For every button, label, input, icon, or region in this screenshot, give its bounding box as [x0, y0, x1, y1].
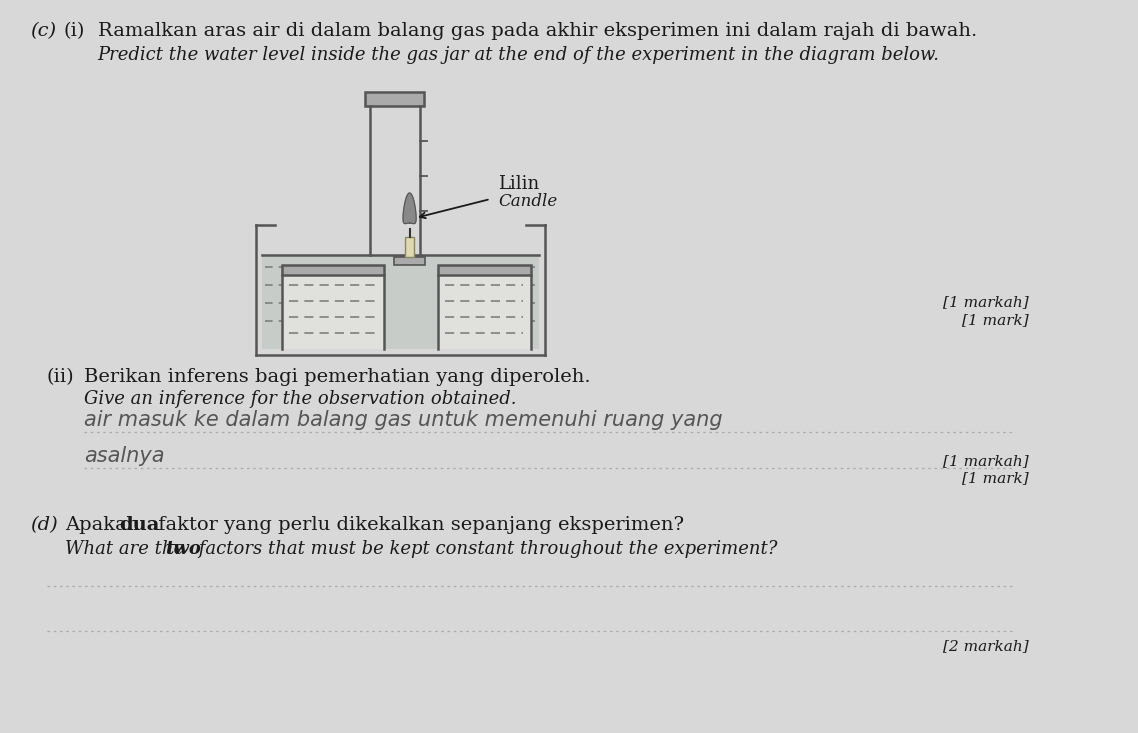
Text: [1 markah]: [1 markah]	[943, 295, 1029, 309]
Text: dua: dua	[119, 516, 159, 534]
Text: Ramalkan aras air di dalam balang gas pada akhir eksperimen ini dalam rajah di b: Ramalkan aras air di dalam balang gas pa…	[98, 22, 978, 40]
Bar	[262, 255, 539, 349]
Bar	[282, 265, 385, 349]
Text: Lilin: Lilin	[498, 175, 539, 193]
Text: Predict the water level inside the gas jar at the end of the experiment in the d: Predict the water level inside the gas j…	[98, 46, 940, 64]
Text: asalnya: asalnya	[84, 446, 164, 466]
Text: [1 mark]: [1 mark]	[962, 313, 1029, 327]
Bar	[437, 265, 530, 349]
Text: Candle: Candle	[498, 193, 558, 210]
Bar	[365, 92, 424, 106]
Bar	[437, 265, 530, 275]
Text: [2 markah]: [2 markah]	[943, 639, 1029, 653]
Text: (d): (d)	[30, 516, 58, 534]
Text: Apakah: Apakah	[65, 516, 146, 534]
Text: factors that must be kept constant throughout the experiment?: factors that must be kept constant throu…	[192, 540, 777, 558]
Text: (ii): (ii)	[47, 368, 74, 386]
Text: What are the: What are the	[65, 540, 190, 558]
Text: (i): (i)	[64, 22, 84, 40]
Text: Give an inference for the observation obtained.: Give an inference for the observation ob…	[84, 390, 517, 408]
Polygon shape	[403, 193, 417, 224]
Bar	[394, 257, 426, 265]
Bar	[282, 265, 385, 275]
Text: Berikan inferens bagi pemerhatian yang diperoleh.: Berikan inferens bagi pemerhatian yang d…	[84, 368, 591, 386]
Text: air masuk ke dalam balang gas untuk memenuhi ruang yang: air masuk ke dalam balang gas untuk meme…	[84, 410, 723, 430]
Text: [1 markah]: [1 markah]	[943, 454, 1029, 468]
Bar	[405, 237, 414, 257]
Text: two: two	[165, 540, 200, 558]
Text: faktor yang perlu dikekalkan sepanjang eksperimen?: faktor yang perlu dikekalkan sepanjang e…	[151, 516, 684, 534]
Text: (c): (c)	[30, 22, 56, 40]
Text: [1 mark]: [1 mark]	[962, 471, 1029, 485]
